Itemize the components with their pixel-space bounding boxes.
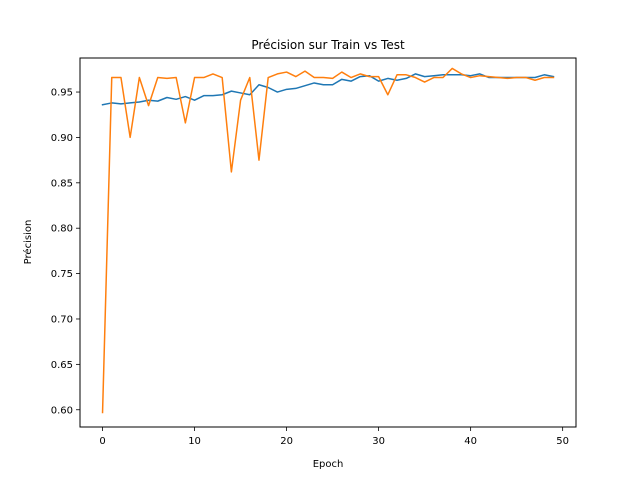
y-tick-label: 0.85 (51, 178, 73, 189)
y-tick-label: 0.90 (51, 133, 73, 144)
series-line-1 (101, 73, 555, 106)
x-tick-label: 0 (99, 436, 105, 447)
y-tick-label: 0.75 (51, 269, 73, 280)
series-line-2 (101, 67, 555, 414)
x-tick-label: 50 (556, 436, 569, 447)
y-tick-label: 0.95 (51, 88, 73, 99)
x-tick-label: 30 (372, 436, 385, 447)
chart-title: Précision sur Train vs Test (251, 38, 405, 52)
x-axis-title: Epoch (313, 459, 344, 470)
y-tick-label: 0.70 (51, 314, 73, 325)
x-tick-label: 20 (280, 436, 293, 447)
x-tick-label: 40 (464, 436, 477, 447)
x-tick-label: 10 (188, 436, 201, 447)
y-axis-ticks: 0.60 0.65 0.70 0.75 0.80 0.85 0.90 0.95 (51, 88, 80, 416)
y-axis-title: Précision (22, 220, 34, 265)
y-tick-label: 0.65 (51, 360, 73, 371)
series-layer (101, 67, 555, 414)
x-axis-ticks: 0 10 20 30 40 50 (99, 427, 569, 447)
y-tick-label: 0.60 (51, 405, 73, 416)
y-tick-label: 0.80 (51, 224, 73, 235)
plot-area-frame (79, 57, 577, 428)
